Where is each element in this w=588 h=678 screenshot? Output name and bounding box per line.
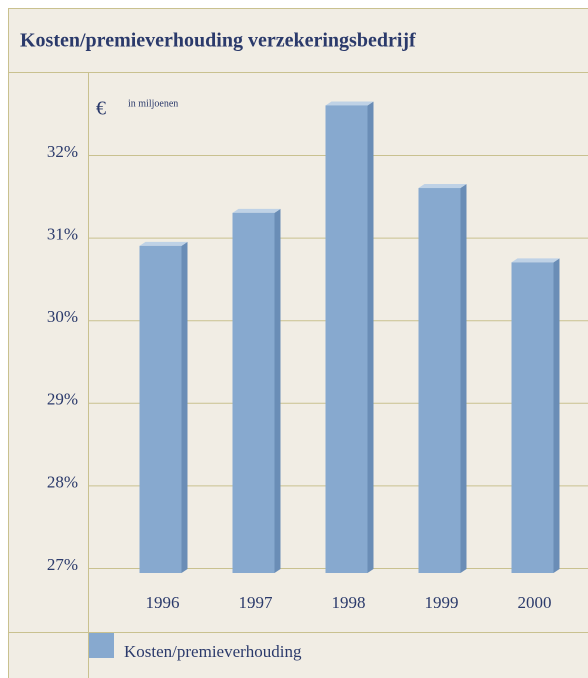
frame	[8, 8, 588, 678]
bar-side	[460, 184, 467, 574]
x-tick-label: 2000	[518, 593, 552, 612]
bar-side	[181, 241, 188, 574]
y-tick-label: 32%	[47, 142, 78, 161]
x-tick-label: 1998	[332, 593, 366, 612]
unit-note: in miljoenen	[128, 98, 178, 109]
currency-note: €	[96, 98, 106, 120]
bar-side	[367, 101, 374, 573]
bar-side	[553, 258, 560, 573]
y-tick-label: 28%	[47, 472, 78, 491]
legend-swatch	[89, 633, 114, 658]
x-tick-label: 1996	[146, 593, 180, 612]
y-tick-label: 29%	[47, 390, 78, 409]
y-tick-label: 31%	[47, 225, 78, 244]
bar	[511, 262, 554, 573]
x-tick-label: 1999	[425, 593, 459, 612]
bar	[418, 188, 461, 574]
bar-top	[232, 208, 281, 213]
legend-label: Kosten/premieverhouding	[124, 642, 302, 661]
x-tick-label: 1997	[239, 593, 274, 612]
bar-top	[325, 101, 374, 106]
y-tick-label: 27%	[47, 555, 78, 574]
bar-top	[418, 184, 467, 189]
bar	[139, 245, 182, 574]
bar	[325, 105, 368, 573]
bar-side	[274, 208, 281, 573]
bar	[232, 212, 275, 573]
y-tick-label: 30%	[47, 307, 78, 326]
bar-top	[139, 241, 188, 246]
chart-title: Kosten/premieverhouding verzekeringsbedr…	[20, 30, 416, 52]
bar-top	[511, 258, 560, 263]
